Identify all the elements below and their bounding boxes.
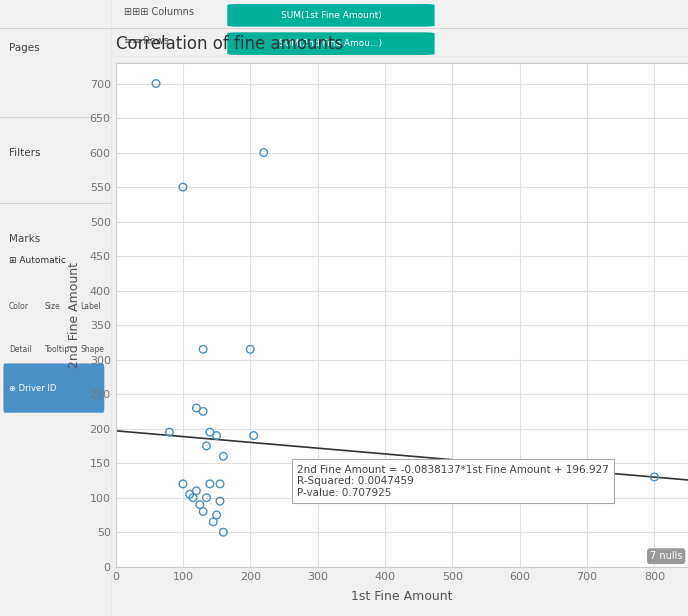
Point bbox=[649, 472, 660, 482]
Text: 7 nulls: 7 nulls bbox=[650, 551, 682, 561]
Point bbox=[191, 486, 202, 496]
Text: Shape: Shape bbox=[80, 345, 105, 354]
FancyBboxPatch shape bbox=[3, 363, 105, 413]
Text: Filters: Filters bbox=[9, 148, 41, 158]
Point bbox=[188, 493, 199, 503]
Point bbox=[184, 489, 195, 499]
Point bbox=[215, 479, 226, 489]
Text: 2nd Fine Amount = -0.0838137*1st Fine Amount + 196.927
R-Squared: 0.0047459
P-va: 2nd Fine Amount = -0.0838137*1st Fine Am… bbox=[297, 464, 610, 498]
Text: ⊕ Driver ID: ⊕ Driver ID bbox=[9, 384, 56, 392]
Point bbox=[204, 427, 215, 437]
FancyBboxPatch shape bbox=[227, 32, 435, 55]
Text: Size: Size bbox=[45, 302, 61, 311]
Point bbox=[215, 496, 226, 506]
Point bbox=[197, 407, 208, 416]
Point bbox=[197, 506, 208, 516]
Text: Label: Label bbox=[80, 302, 102, 311]
Y-axis label: 2nd Fine Amount: 2nd Fine Amount bbox=[68, 262, 81, 368]
Point bbox=[178, 182, 189, 192]
Point bbox=[248, 431, 259, 440]
Text: Pages: Pages bbox=[9, 43, 40, 53]
Point bbox=[218, 527, 229, 537]
Text: ⊞⊞⊞ Columns: ⊞⊞⊞ Columns bbox=[124, 7, 193, 17]
Point bbox=[178, 479, 189, 489]
Point bbox=[194, 500, 205, 509]
Text: SUM(1st Fine Amount): SUM(1st Fine Amount) bbox=[281, 11, 381, 20]
Point bbox=[191, 403, 202, 413]
Point bbox=[151, 79, 162, 89]
Point bbox=[208, 517, 219, 527]
Text: SUM(2nd Fine Amou...): SUM(2nd Fine Amou...) bbox=[279, 39, 383, 48]
Text: ≡≡ Rows: ≡≡ Rows bbox=[124, 36, 169, 46]
Point bbox=[164, 427, 175, 437]
Point bbox=[201, 441, 212, 451]
Point bbox=[218, 452, 229, 461]
Text: Marks: Marks bbox=[9, 234, 40, 244]
Point bbox=[211, 510, 222, 520]
Point bbox=[258, 148, 269, 158]
Text: Tooltip: Tooltip bbox=[45, 345, 70, 354]
X-axis label: 1st Fine Amount: 1st Fine Amount bbox=[351, 590, 453, 603]
Text: ⊞ Automatic: ⊞ Automatic bbox=[9, 256, 66, 265]
Text: Correlation of fine amounts: Correlation of fine amounts bbox=[116, 35, 343, 53]
Point bbox=[201, 493, 212, 503]
Point bbox=[204, 479, 215, 489]
Point bbox=[197, 344, 208, 354]
Text: Color: Color bbox=[9, 302, 29, 311]
FancyBboxPatch shape bbox=[227, 4, 435, 26]
Text: Detail: Detail bbox=[9, 345, 32, 354]
Point bbox=[245, 344, 256, 354]
Point bbox=[211, 431, 222, 440]
